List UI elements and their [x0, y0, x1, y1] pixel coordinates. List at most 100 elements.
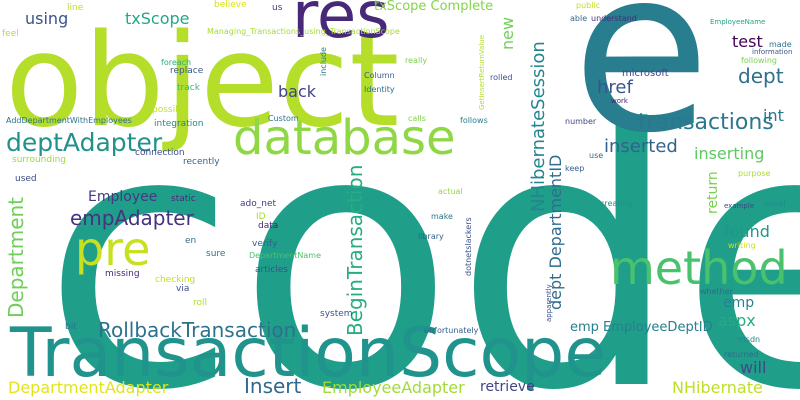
word-connection: connection — [135, 148, 185, 158]
word-departmentadapter: DepartmentAdapter — [8, 378, 169, 397]
word-understand: understand — [591, 14, 637, 23]
word-via: via — [176, 284, 190, 294]
word-public: public — [576, 1, 601, 10]
word-managing-transactions-using-transactionscope: Managing_Transactions_using_TransactionS… — [207, 27, 400, 36]
word-empadapter: empAdapter — [70, 206, 194, 230]
word-integration: integration — [154, 119, 204, 129]
word-dotnetslackers: dotnetslackers — [464, 217, 473, 276]
word-following: following — [741, 56, 777, 65]
word-inserted: inserted — [604, 136, 678, 157]
word-database: database — [233, 110, 456, 166]
word-usual: usual — [764, 199, 786, 208]
word-calls: calls — [408, 114, 426, 123]
word-href: href — [597, 77, 633, 98]
word-inserting: inserting — [694, 144, 765, 163]
word-writing: writing — [728, 241, 756, 250]
word-id: ID — [256, 212, 266, 222]
word-sure: sure — [206, 249, 226, 259]
word-verify: verify — [252, 239, 278, 249]
word-include: include — [319, 47, 328, 76]
word-information: information — [752, 48, 793, 56]
word-unfortunately: unfortunately — [424, 326, 479, 335]
word-will: will — [740, 358, 767, 377]
word-employeeadapter: EmployeeAdapter — [322, 378, 465, 397]
word-made: made — [769, 40, 792, 49]
word-surrounding: surrounding — [12, 155, 66, 165]
word-en: en — [185, 236, 197, 246]
word-emp: emp — [723, 295, 755, 311]
word-retrieve: retrieve — [480, 379, 535, 395]
word-feel: feel — [2, 29, 19, 39]
word-keep: keep — [565, 164, 585, 173]
word-return: return — [705, 171, 721, 214]
word-res: res — [292, 0, 390, 53]
word-able: able — [570, 14, 588, 23]
word-transactions: transactions — [638, 110, 774, 135]
word-purpose: purpose — [738, 169, 771, 178]
word-txscope-complete: txScope Complete — [374, 0, 494, 14]
word-microsoft: microsoft — [622, 68, 669, 79]
word-roll: roll — [193, 298, 208, 308]
word-use: use — [589, 151, 604, 160]
word-data: data — [258, 221, 279, 231]
word-insert: Insert — [244, 374, 302, 398]
word-used: used — [15, 174, 37, 184]
word-missing: missing — [105, 269, 140, 279]
word-nhibernate: NHibernate — [672, 378, 763, 397]
word-follows: follows — [460, 116, 488, 125]
word-back: back — [278, 82, 317, 101]
word-example: example — [724, 202, 755, 210]
word-column: Column — [364, 71, 395, 80]
word-system: system — [320, 309, 353, 319]
word-pre: pre — [75, 222, 151, 276]
word-using: using — [25, 9, 69, 28]
word-us: us — [272, 3, 283, 13]
word-test: test — [732, 32, 763, 51]
word-ado-net: ado_net — [240, 199, 277, 209]
word-identity: Identity — [364, 85, 395, 94]
word-checking: checking — [155, 275, 196, 285]
word-recently: recently — [183, 157, 220, 167]
word-employee: Employee — [88, 189, 158, 205]
word-msdn: msdn — [738, 335, 761, 344]
word-creating: creating — [600, 199, 633, 208]
word-library: library — [418, 232, 444, 241]
word-track: track — [177, 83, 200, 93]
word-bit: bit — [65, 322, 77, 332]
word-custom: Custom — [268, 114, 299, 123]
word-aspx: aspx — [718, 311, 756, 330]
word-replace: replace — [170, 66, 204, 76]
word-emp-employeedeptid: emp EmployeeDeptID — [570, 320, 713, 335]
word-really: really — [405, 56, 428, 65]
word-txscope: txScope — [125, 9, 190, 28]
word-dept: dept — [738, 64, 784, 88]
word-transactionscope: TransactionScope — [10, 314, 607, 393]
word-department: Department — [4, 196, 28, 318]
word-whether: whether — [700, 287, 733, 296]
word-rollbacktransaction: RollbackTransaction — [98, 318, 297, 342]
word-employeename: EmployeeName — [710, 18, 766, 26]
word-number: number — [565, 117, 597, 126]
word-actual: actual — [438, 187, 463, 196]
word-found: found — [724, 222, 770, 241]
word-code: code — [42, 54, 800, 400]
word-static: static — [171, 194, 196, 204]
word-work: work — [611, 97, 628, 105]
word-getinsertreturnvalue: GetInsertReturnValue — [478, 34, 486, 110]
word-new: new — [498, 16, 517, 50]
word-object: object — [5, 7, 400, 156]
word-method: method — [610, 241, 788, 295]
word-foreach: foreach — [161, 58, 192, 67]
word-believe: believe — [214, 0, 247, 10]
word-int: int — [763, 106, 784, 125]
word-adddepartmentwithemployees: AddDepartmentWithEmployees — [6, 116, 132, 125]
word-apparently: apparently — [545, 284, 553, 322]
word-departmentname: DepartmentName — [249, 251, 322, 260]
word-line: line — [67, 3, 84, 13]
word-e: e — [572, 0, 711, 183]
word-returned: returned — [724, 350, 759, 359]
word-deptadapter: deptAdapter — [6, 128, 163, 157]
word-rolled: rolled — [490, 73, 513, 82]
word-possible: possible — [152, 105, 189, 115]
